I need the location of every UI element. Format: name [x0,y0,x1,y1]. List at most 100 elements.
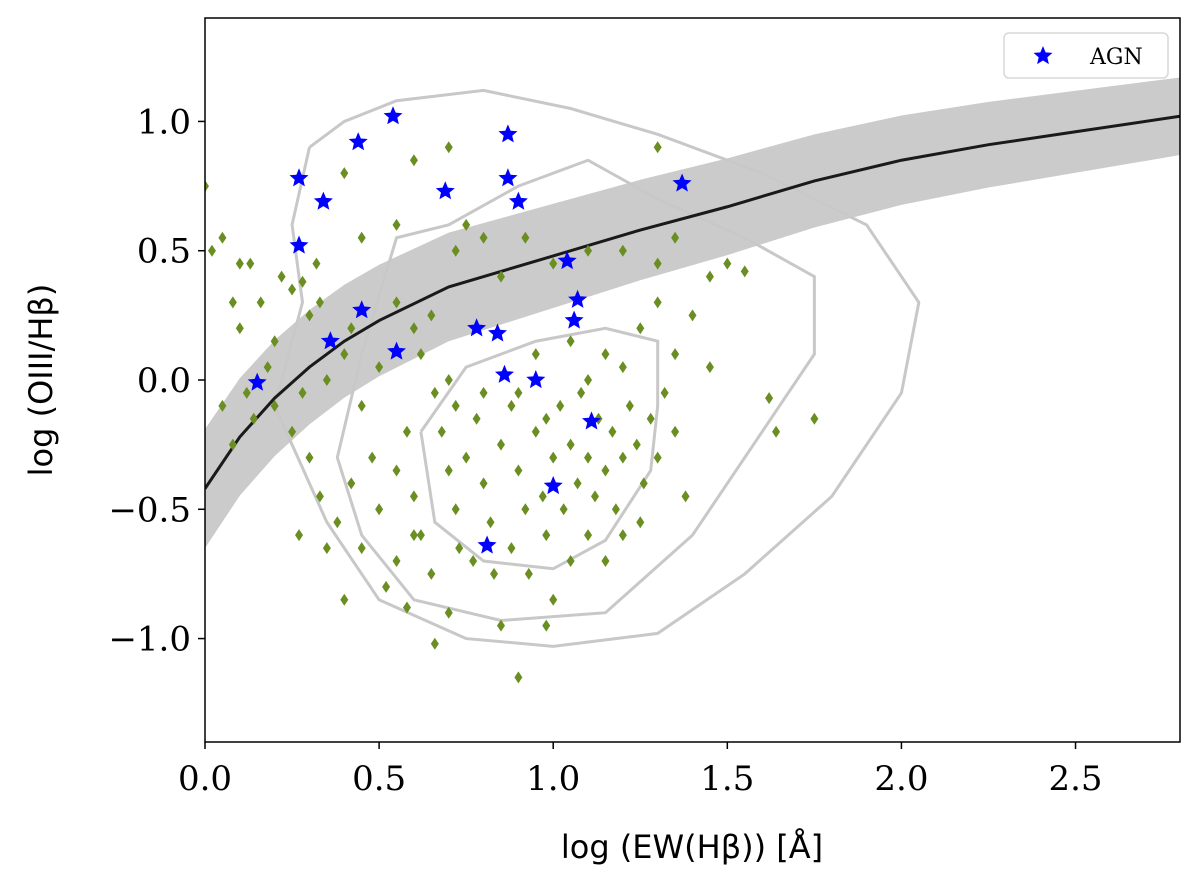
galaxy-point [479,386,488,399]
galaxy-point [601,348,610,361]
galaxy-point [333,516,342,529]
y-tick-label: 1.0 [137,102,191,142]
galaxy-point [496,270,505,283]
galaxy-point [444,606,453,619]
galaxy-point [507,542,516,555]
galaxy-point [288,425,297,438]
agn-point [582,411,601,430]
galaxy-point [639,477,648,490]
galaxy-point [618,451,627,464]
galaxy-point [382,580,391,593]
galaxy-point [444,374,453,386]
galaxy-point [402,425,411,438]
legend-star-icon [1033,46,1053,65]
galaxy-point [392,464,401,477]
galaxy-point [765,392,774,405]
galaxy-point [688,309,697,322]
agn-point [672,173,692,192]
galaxy-point [584,374,593,386]
galaxy-point [653,296,662,309]
plot-area [205,77,1180,684]
galaxy-point [288,283,297,296]
galaxy-point [584,451,593,464]
agn-point [568,289,588,308]
galaxy-point [340,348,349,361]
galaxy-point [235,322,244,335]
agn-point [387,341,406,360]
galaxy-point [462,451,471,464]
galaxy-point [305,451,314,464]
y-tick-label: −1.0 [108,620,191,660]
galaxy-point [451,503,460,516]
galaxy-point [357,542,366,555]
galaxy-point [315,296,324,309]
galaxy-point [636,516,645,529]
agn-point [498,124,518,143]
galaxy-point [392,555,401,567]
galaxy-point [521,503,530,516]
galaxy-point [542,529,551,542]
galaxy-point [270,399,279,412]
galaxy-point [653,257,662,270]
galaxy-point [671,425,680,438]
galaxy-point [601,555,610,567]
x-tick-label: 1.5 [700,759,754,799]
x-tick-label: 0.5 [352,759,406,799]
galaxy-point [315,490,324,503]
x-axis-label: log (EW(Hβ)) [Å] [561,828,823,866]
agn-point [488,323,507,342]
agn-point [289,235,309,254]
galaxy-point [646,412,655,425]
galaxy-point [496,438,505,451]
galaxy-point [660,386,669,399]
density-contour [273,88,921,648]
agn-point [477,535,497,554]
galaxy-point [549,451,558,464]
galaxy-point [305,309,314,322]
galaxy-point [357,231,366,244]
galaxy-point [402,601,411,614]
galaxy-point [298,386,307,399]
galaxy-point [312,257,321,270]
galaxy-point [636,322,645,335]
galaxy-point [392,218,401,231]
galaxy-point [521,231,530,244]
galaxy-point [451,399,460,412]
galaxy-point [531,425,540,438]
galaxy-point [618,529,627,542]
galaxy-point [514,671,523,684]
galaxy-point [472,412,481,425]
agn-point [557,251,577,270]
galaxy-point [591,490,599,503]
y-tick-label: 0.5 [137,232,191,272]
galaxy-point [444,141,453,154]
galaxy-point [246,257,255,270]
galaxy-point [375,503,384,516]
galaxy-point [263,361,272,374]
galaxy-point [340,167,349,180]
legend-label-agn: AGN [1089,45,1143,70]
galaxy-point [671,348,680,361]
agn-point [352,300,372,319]
x-tick-label: 1.0 [526,759,580,799]
galaxy-point [392,296,401,309]
x-tick-label: 2.0 [874,759,928,799]
legend-box [1003,32,1169,79]
agn-point [498,168,518,187]
galaxy-point [270,335,279,348]
agn-point [495,364,514,383]
y-tick-label: −0.5 [108,490,191,530]
x-tick-label: 0.0 [178,759,232,799]
galaxy-point [347,477,356,490]
galaxy-point [740,265,749,278]
galaxy-point [531,348,540,361]
galaxy-point [256,296,265,309]
y-axis: 1.0 0.5 0.0 −0.5 −1.0 [108,102,205,660]
galaxy-point [507,399,516,412]
agn-point [564,310,584,329]
galaxy-point [451,244,460,257]
galaxy-point [322,542,331,555]
galaxy-point [577,386,586,399]
galaxy-point [368,451,377,464]
